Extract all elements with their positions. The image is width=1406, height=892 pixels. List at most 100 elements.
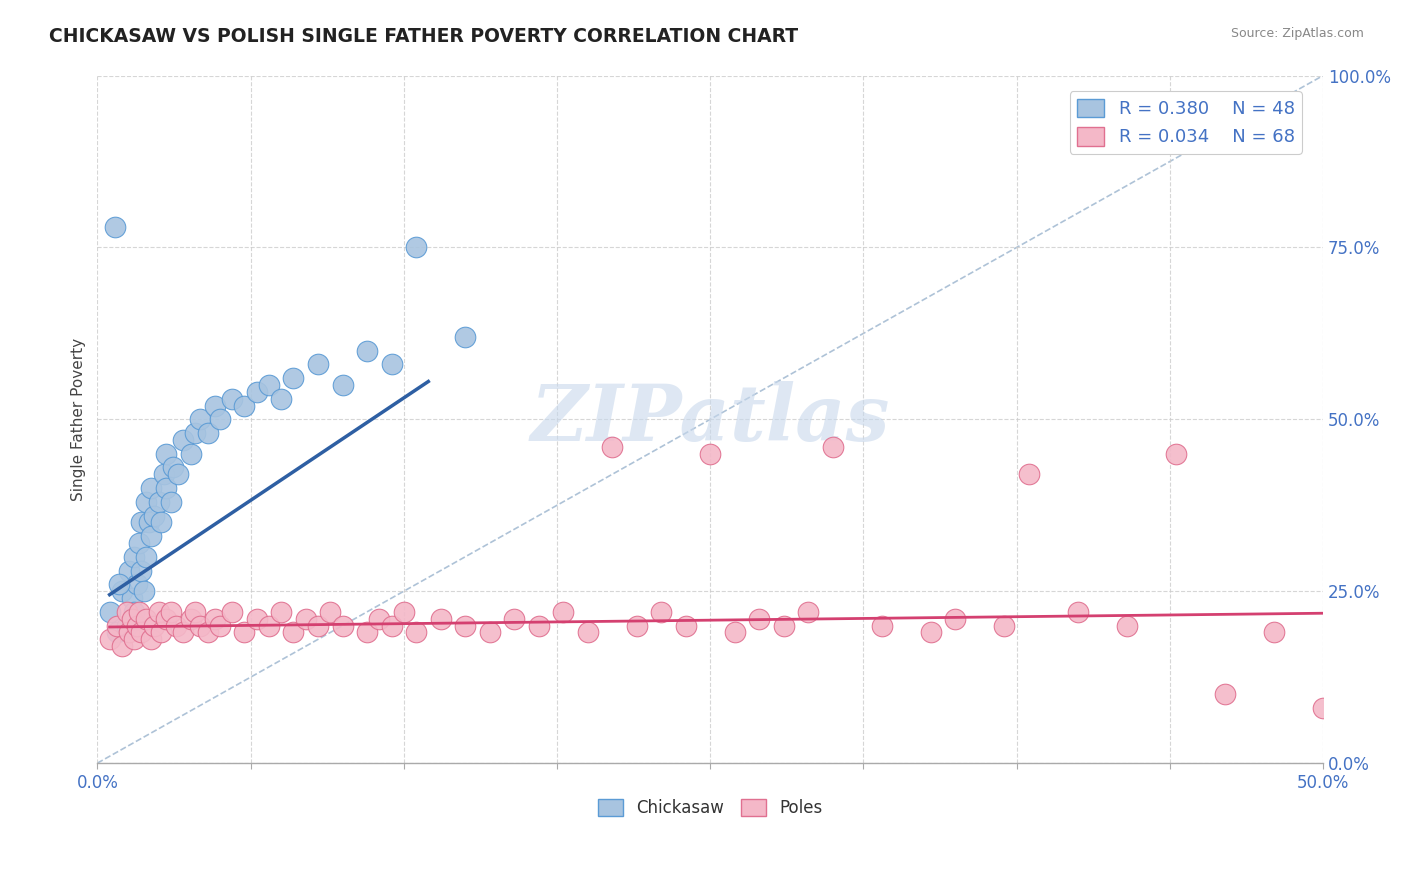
Point bbox=[148, 495, 170, 509]
Point bbox=[204, 612, 226, 626]
Point bbox=[111, 639, 134, 653]
Point bbox=[167, 467, 190, 482]
Point bbox=[821, 440, 844, 454]
Point bbox=[172, 625, 194, 640]
Point bbox=[125, 577, 148, 591]
Point bbox=[135, 495, 157, 509]
Point bbox=[142, 618, 165, 632]
Point bbox=[197, 426, 219, 441]
Y-axis label: Single Father Poverty: Single Father Poverty bbox=[72, 338, 86, 501]
Point bbox=[650, 605, 672, 619]
Point bbox=[626, 618, 648, 632]
Point bbox=[208, 618, 231, 632]
Point bbox=[429, 612, 451, 626]
Point bbox=[405, 625, 427, 640]
Point bbox=[188, 618, 211, 632]
Point bbox=[1067, 605, 1090, 619]
Point bbox=[246, 612, 269, 626]
Point bbox=[184, 605, 207, 619]
Point bbox=[148, 605, 170, 619]
Point bbox=[135, 549, 157, 564]
Point bbox=[233, 625, 256, 640]
Point bbox=[131, 564, 153, 578]
Point bbox=[1312, 701, 1334, 715]
Point bbox=[197, 625, 219, 640]
Point bbox=[1263, 625, 1285, 640]
Point bbox=[221, 392, 243, 406]
Point bbox=[150, 516, 173, 530]
Point bbox=[141, 632, 163, 647]
Point bbox=[380, 357, 402, 371]
Point bbox=[1116, 618, 1139, 632]
Point bbox=[283, 625, 305, 640]
Point bbox=[160, 495, 183, 509]
Point bbox=[160, 605, 183, 619]
Legend: Chickasaw, Poles: Chickasaw, Poles bbox=[592, 792, 830, 823]
Point bbox=[108, 577, 131, 591]
Point bbox=[115, 618, 138, 632]
Point bbox=[150, 625, 173, 640]
Point bbox=[111, 584, 134, 599]
Point bbox=[125, 618, 148, 632]
Point bbox=[131, 516, 153, 530]
Point bbox=[179, 447, 201, 461]
Point bbox=[283, 371, 305, 385]
Point bbox=[188, 412, 211, 426]
Point bbox=[141, 529, 163, 543]
Point bbox=[105, 625, 128, 640]
Point bbox=[945, 612, 967, 626]
Point bbox=[1018, 467, 1040, 482]
Point bbox=[307, 357, 329, 371]
Point bbox=[165, 618, 187, 632]
Point bbox=[1164, 447, 1187, 461]
Point bbox=[527, 618, 550, 632]
Point bbox=[294, 612, 316, 626]
Point bbox=[121, 591, 143, 606]
Point bbox=[332, 618, 354, 632]
Point bbox=[675, 618, 697, 632]
Point bbox=[121, 612, 143, 626]
Point bbox=[993, 618, 1015, 632]
Point bbox=[246, 384, 269, 399]
Point bbox=[1213, 687, 1236, 701]
Point bbox=[184, 426, 207, 441]
Point bbox=[128, 605, 150, 619]
Point bbox=[257, 378, 280, 392]
Point bbox=[98, 632, 121, 647]
Point bbox=[356, 343, 378, 358]
Point bbox=[221, 605, 243, 619]
Point bbox=[141, 481, 163, 495]
Point bbox=[748, 612, 770, 626]
Point bbox=[122, 632, 145, 647]
Point bbox=[772, 618, 794, 632]
Point bbox=[356, 625, 378, 640]
Point bbox=[172, 433, 194, 447]
Point bbox=[307, 618, 329, 632]
Point bbox=[115, 605, 138, 619]
Point bbox=[122, 605, 145, 619]
Point bbox=[380, 618, 402, 632]
Point bbox=[179, 612, 201, 626]
Point bbox=[98, 605, 121, 619]
Point bbox=[155, 447, 177, 461]
Point bbox=[870, 618, 893, 632]
Point bbox=[478, 625, 501, 640]
Point bbox=[155, 481, 177, 495]
Point bbox=[128, 536, 150, 550]
Point bbox=[135, 612, 157, 626]
Point bbox=[797, 605, 820, 619]
Point bbox=[118, 625, 141, 640]
Point bbox=[118, 564, 141, 578]
Point bbox=[233, 399, 256, 413]
Text: ZIPatlas: ZIPatlas bbox=[530, 381, 890, 458]
Text: CHICKASAW VS POLISH SINGLE FATHER POVERTY CORRELATION CHART: CHICKASAW VS POLISH SINGLE FATHER POVERT… bbox=[49, 27, 799, 45]
Point bbox=[208, 412, 231, 426]
Point bbox=[332, 378, 354, 392]
Point bbox=[132, 584, 155, 599]
Point bbox=[553, 605, 575, 619]
Point bbox=[155, 612, 177, 626]
Point bbox=[368, 612, 391, 626]
Text: Source: ZipAtlas.com: Source: ZipAtlas.com bbox=[1230, 27, 1364, 40]
Point bbox=[920, 625, 942, 640]
Point bbox=[142, 508, 165, 523]
